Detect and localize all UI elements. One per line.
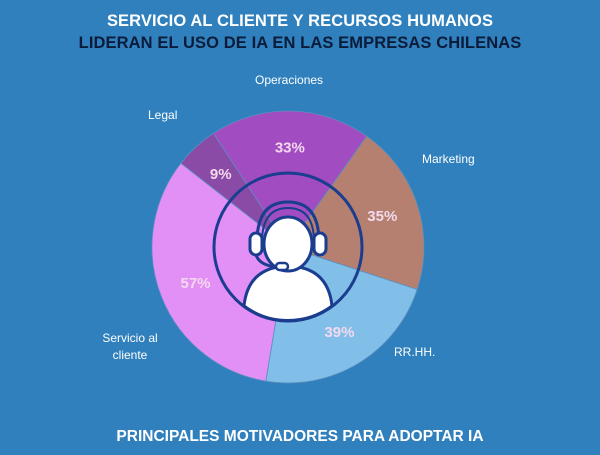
category-label-operaciones: Operaciones — [255, 73, 324, 87]
category-label-marketing: Marketing — [422, 152, 475, 166]
value-label: 39% — [324, 324, 354, 341]
title-line-2: LIDERAN EL USO DE IA EN LAS EMPRESAS CHI… — [78, 34, 522, 52]
category-label-servicio: Servicio al cliente — [102, 331, 158, 362]
pie-slice-servicio-al-cliente — [151, 162, 289, 382]
value-label: 9% — [210, 166, 232, 183]
value-label: 33% — [275, 140, 305, 157]
category-label-legal: Legal — [148, 108, 178, 122]
value-label: 35% — [367, 208, 397, 225]
value-label: 57% — [180, 275, 210, 292]
pie-slice-operaciones — [212, 110, 368, 248]
subtitle: PRINCIPALES MOTIVADORES PARA ADOPTAR IA — [116, 428, 484, 445]
headset-person-icon — [212, 171, 364, 323]
category-label-rrhh: RR.HH. — [394, 345, 436, 359]
title-line-1: SERVICIO AL CLIENTE Y RECURSOS HUMANOS — [106, 12, 494, 30]
